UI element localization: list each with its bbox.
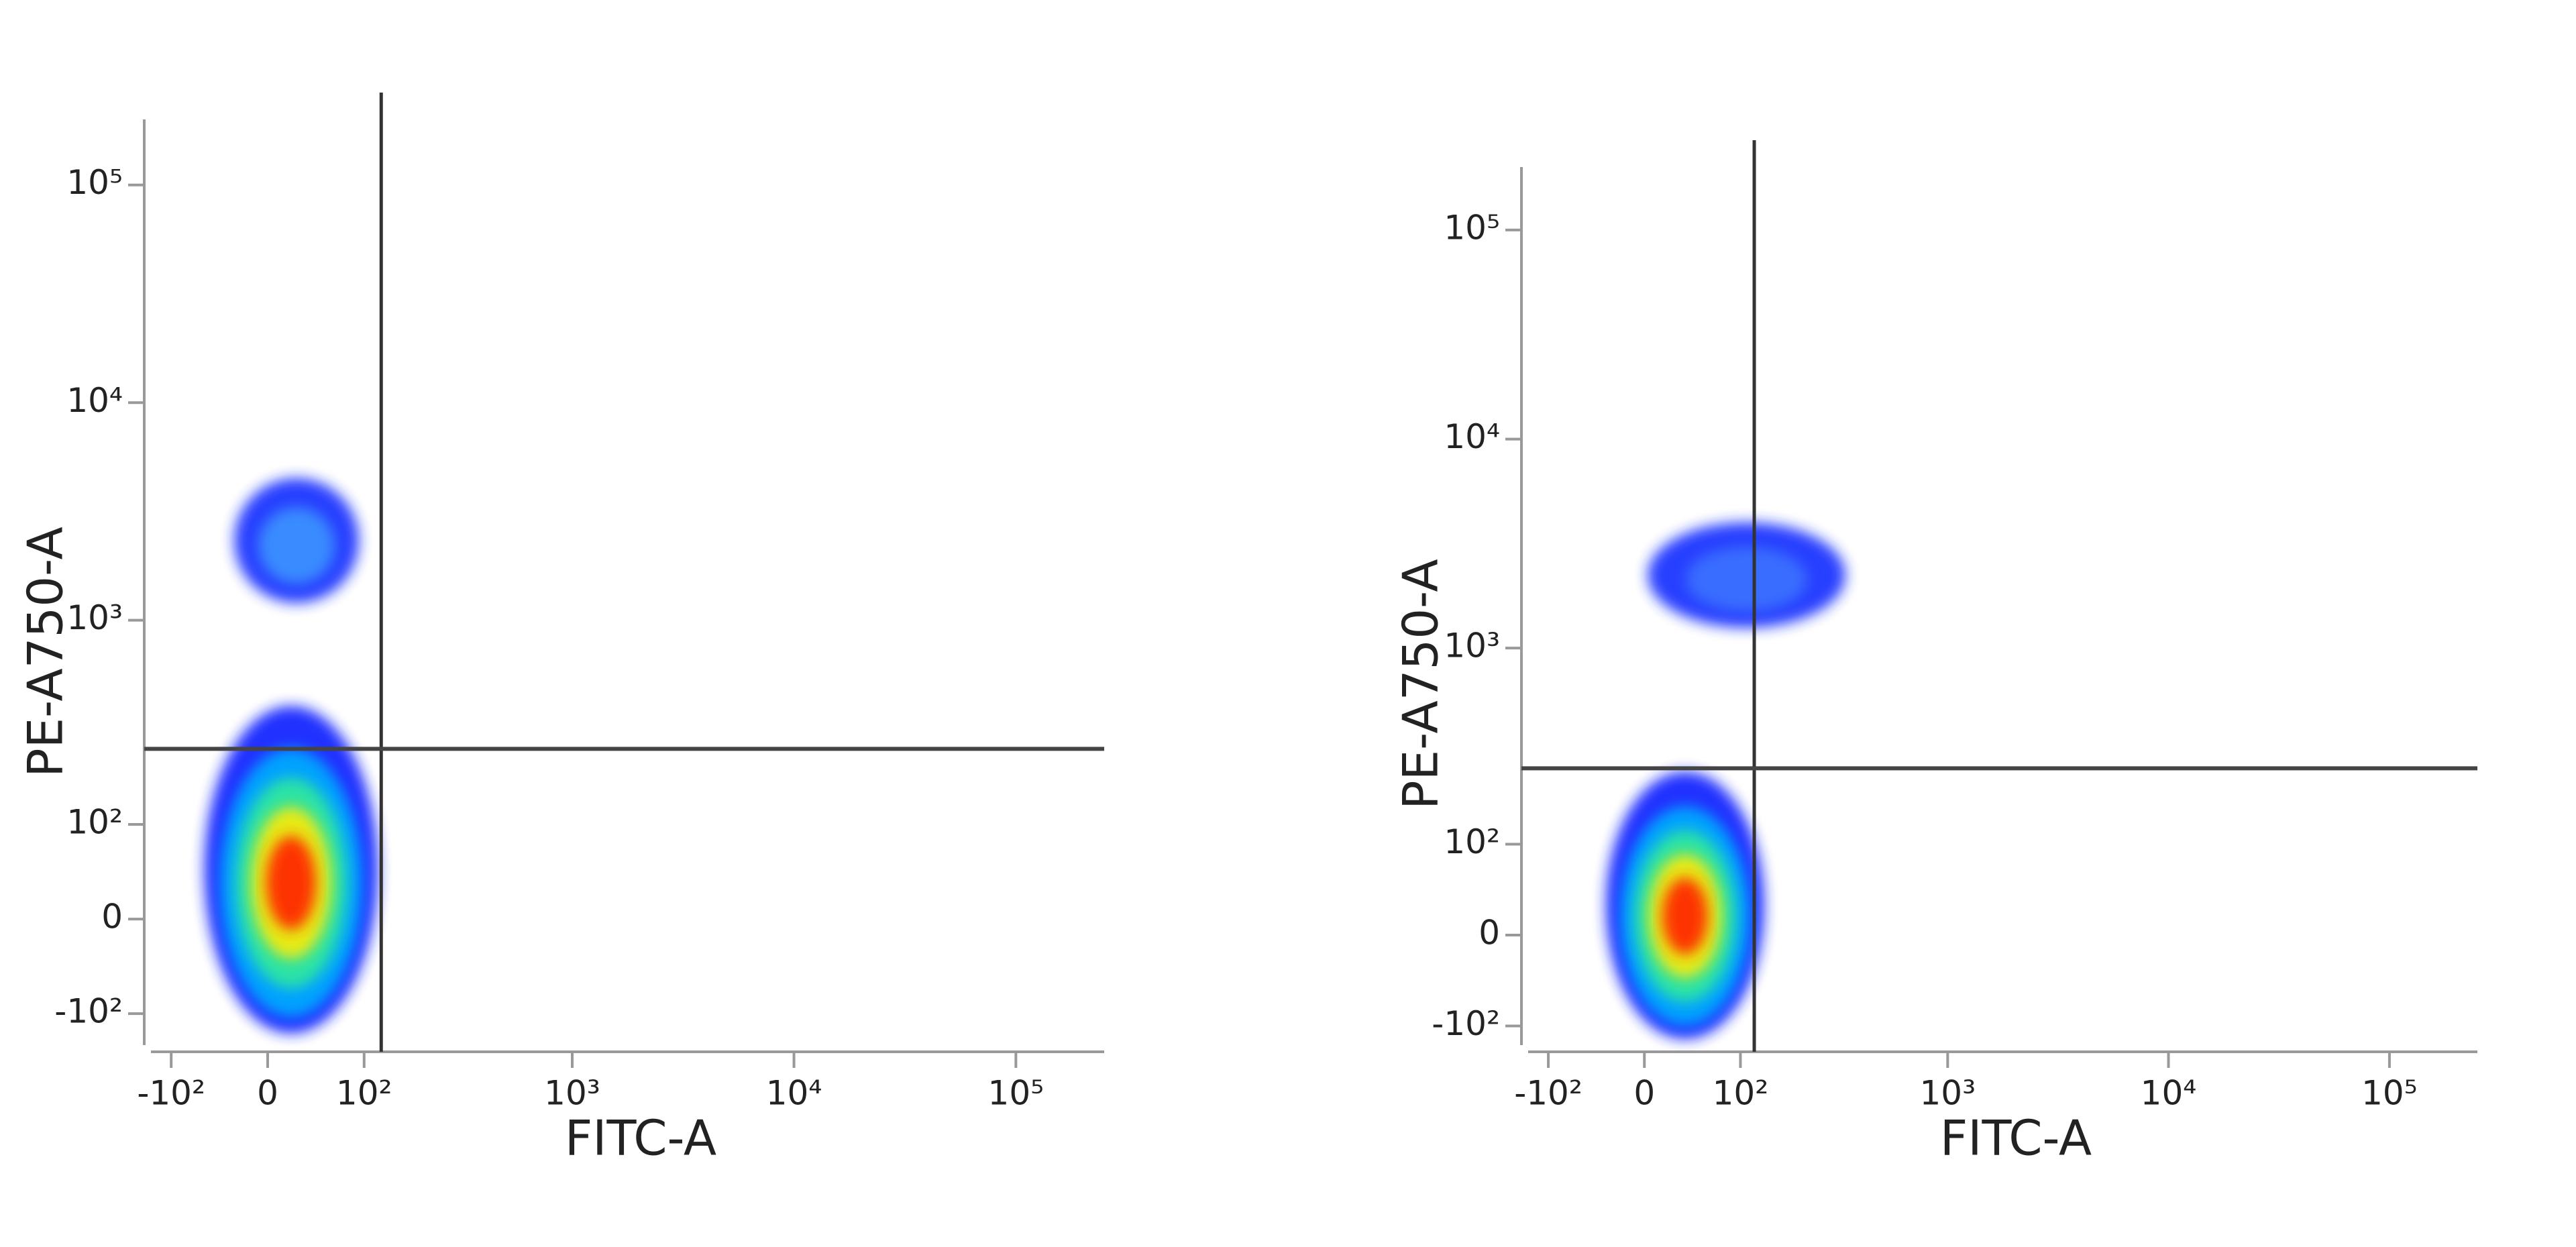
y-tick-label: 10³ bbox=[1444, 627, 1500, 665]
y-tick-label: 10² bbox=[1444, 822, 1500, 861]
y-tick-label: 10⁴ bbox=[66, 381, 123, 420]
x-tick-label: 10⁴ bbox=[2141, 1074, 2197, 1113]
y-tick-label: 10⁴ bbox=[1444, 417, 1500, 456]
y-axis-label: PE-A750-A bbox=[17, 527, 74, 777]
density-level bbox=[1662, 877, 1708, 955]
density-level bbox=[1685, 547, 1808, 612]
plot: -10² 0 10² 10³ 10⁴ 10⁵ -10² 0 10² 10³ 10⁴ 10⁵ FITC-A… bbox=[1393, 140, 2477, 1167]
x-tick-label: 10² bbox=[336, 1074, 392, 1113]
x-tick-label: 10³ bbox=[544, 1074, 600, 1113]
x-axis-label: FITC-A bbox=[1940, 1110, 2092, 1167]
x-axis-label: FITC-A bbox=[565, 1110, 716, 1167]
y-tick-label: 10⁵ bbox=[1444, 208, 1500, 247]
x-tick-label: -10² bbox=[137, 1074, 205, 1113]
density-level bbox=[266, 836, 316, 930]
x-tick-label: 0 bbox=[1633, 1074, 1655, 1113]
x-tick-label: 10⁴ bbox=[766, 1074, 822, 1113]
density-level bbox=[258, 507, 335, 584]
x-tick-label: 0 bbox=[257, 1074, 278, 1113]
y-tick-label: 0 bbox=[101, 898, 123, 936]
x-tick-label: 10³ bbox=[1919, 1074, 1976, 1113]
y-tick-label: 0 bbox=[1479, 914, 1500, 953]
x-tick-label: 10⁵ bbox=[988, 1074, 1044, 1113]
x-tick-label: 10⁵ bbox=[2361, 1074, 2418, 1113]
y-tick-label: -10² bbox=[1432, 1004, 1500, 1043]
y-tick-label: 10⁵ bbox=[66, 163, 123, 202]
plot: -10² 0 10² 10³ 10⁴ 10⁵ -10² 0 10² 10³ 10⁴ 10⁵ FITC-A… bbox=[17, 93, 1104, 1167]
y-axis-label: PE-A750-A bbox=[1393, 559, 1449, 810]
y-tick-label: 10² bbox=[66, 802, 123, 841]
x-tick-label: 10² bbox=[1713, 1074, 1769, 1113]
y-tick-label: -10² bbox=[54, 992, 123, 1031]
y-tick-label: 10³ bbox=[66, 598, 123, 637]
x-tick-label: -10² bbox=[1514, 1074, 1582, 1113]
